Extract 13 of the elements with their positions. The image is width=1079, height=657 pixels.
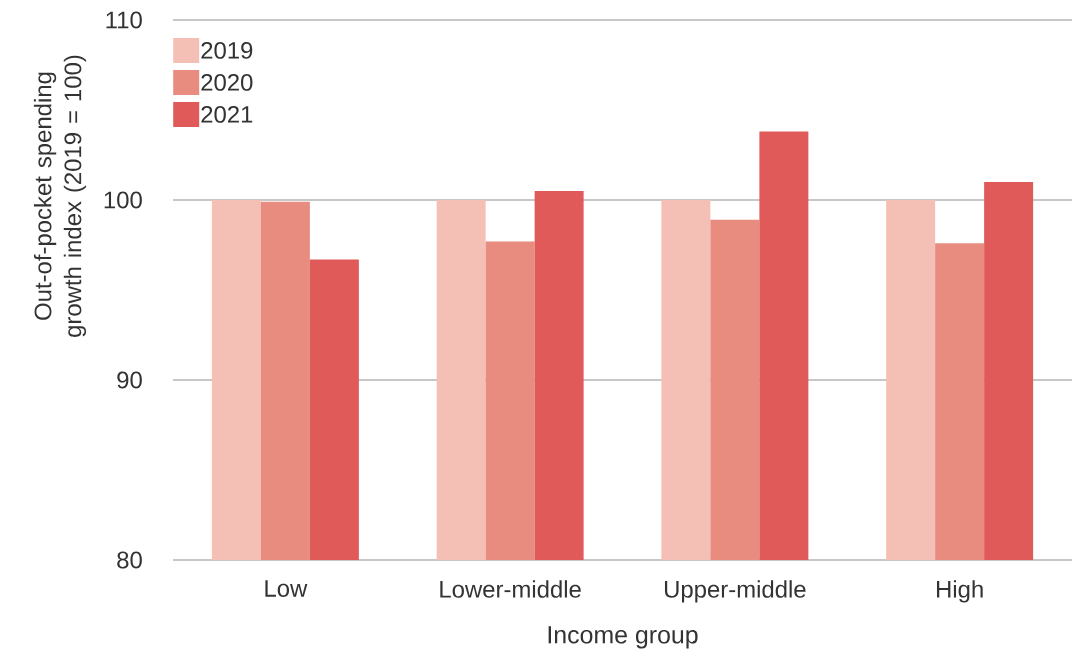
x-axis-title: Income group — [548, 626, 698, 649]
x-tick-label: Low — [265, 580, 308, 597]
y-tick-label: 100 — [104, 191, 142, 209]
y-tick-label: 80 — [117, 551, 142, 569]
x-tick-label: Lower-middle — [440, 580, 581, 598]
y-axis-title: Out-of-pocket spending growth index (2019 = 100) — [33, 55, 87, 337]
y-tick-label: 110 — [106, 11, 142, 29]
x-tick-label: Upper-middle — [664, 580, 806, 603]
x-tick-label: High — [937, 580, 983, 603]
legend-label: 2020 — [201, 73, 253, 91]
legend-label: 2021 — [201, 105, 253, 123]
legend-label: 2019 — [201, 41, 253, 59]
y-tick-label: 90 — [117, 371, 142, 389]
